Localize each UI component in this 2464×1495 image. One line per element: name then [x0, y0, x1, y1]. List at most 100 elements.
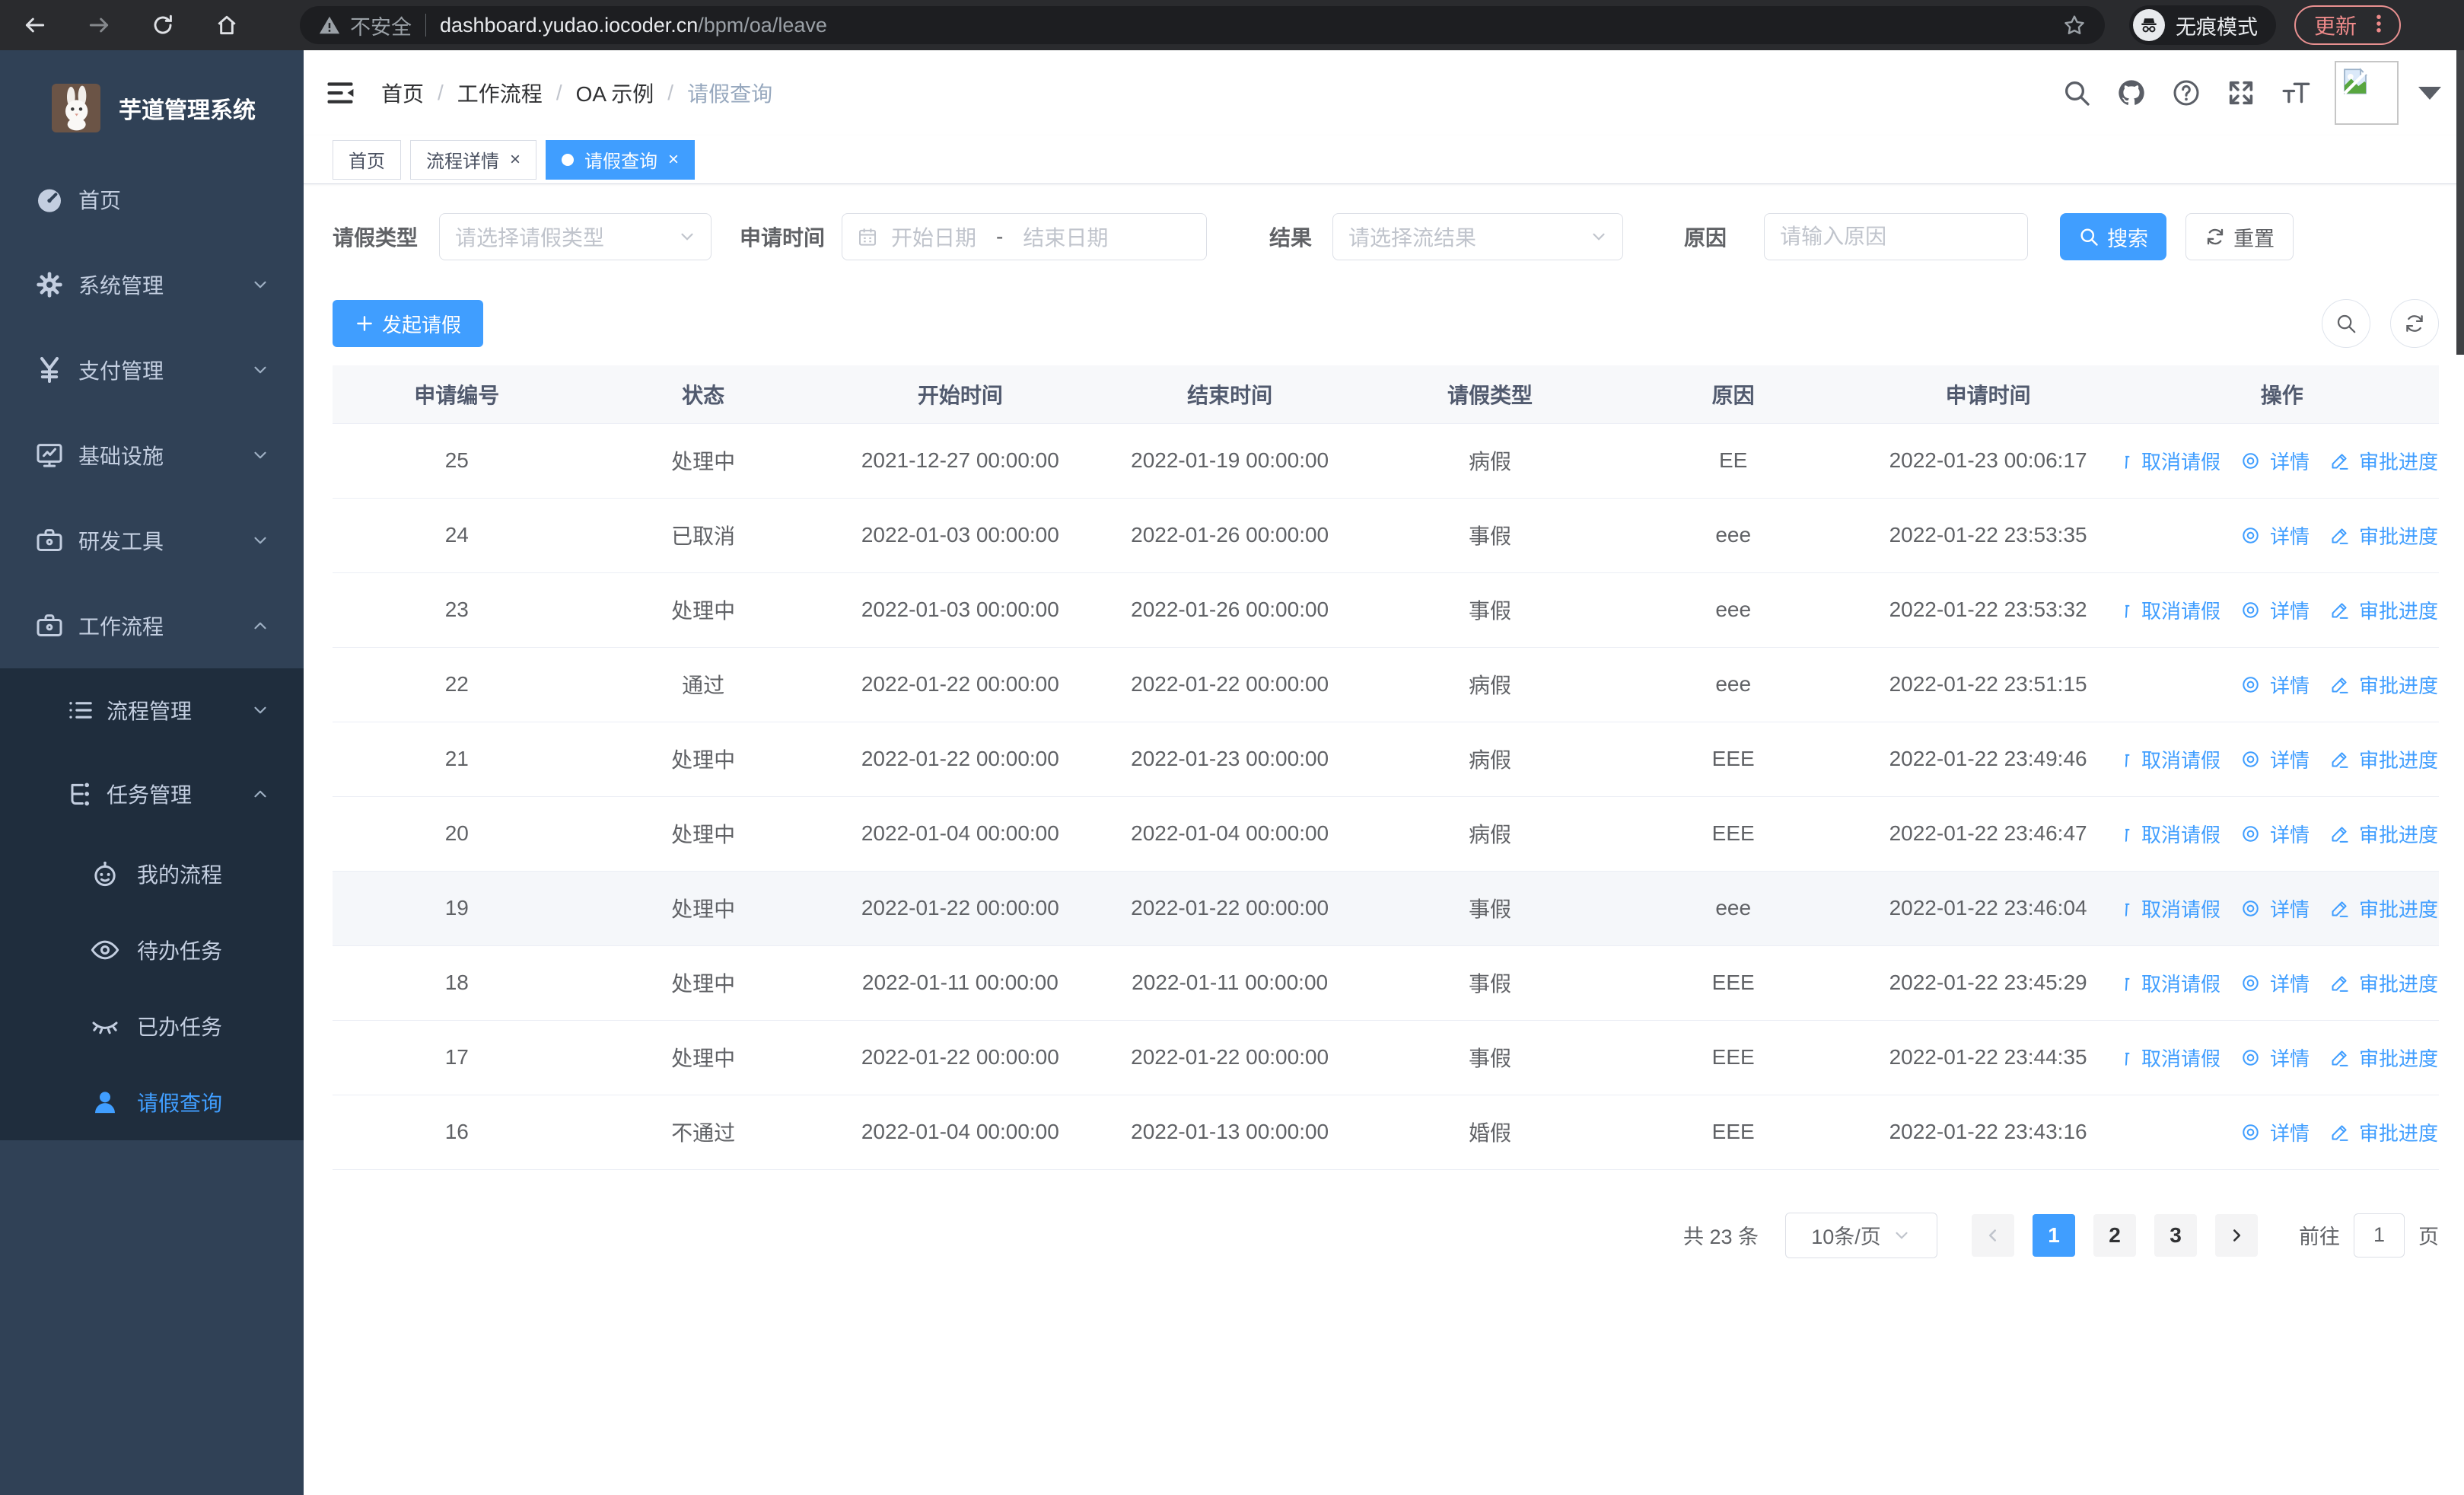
sidebar-item-yen[interactable]: 支付管理 — [0, 327, 304, 413]
sidebar-item-workflow[interactable]: 工作流程 — [0, 583, 304, 668]
browser-home-button[interactable] — [205, 7, 248, 43]
detail-action-link[interactable]: 详情 — [2240, 447, 2310, 475]
detail-action-link[interactable]: 详情 — [2240, 894, 2310, 923]
detail-action-link[interactable]: 详情 — [2240, 820, 2310, 848]
yen-icon — [34, 355, 65, 385]
detail-action-link[interactable]: 详情 — [2240, 1118, 2310, 1146]
sidebar-item-eye-closed[interactable]: 已办任务 — [0, 988, 304, 1064]
scrollbar-thumb[interactable] — [2456, 50, 2464, 355]
chevron-down-icon — [1892, 1226, 1912, 1245]
bookmark-star-icon[interactable] — [2062, 13, 2087, 37]
cancel-action-link[interactable]: 取消请假 — [2125, 447, 2220, 475]
close-icon[interactable]: × — [668, 148, 680, 170]
cell-leave-type: 病假 — [1364, 647, 1616, 722]
cancel-action-link[interactable]: 取消请假 — [2125, 969, 2220, 997]
sidebar-item-gear[interactable]: 系统管理 — [0, 242, 304, 327]
breadcrumb-item[interactable]: 工作流程 — [457, 82, 543, 106]
next-page-button[interactable] — [2215, 1213, 2258, 1257]
progress-action-link[interactable]: 审批进度 — [2329, 596, 2438, 624]
sidebar-item-infra[interactable]: 基础设施 — [0, 413, 304, 498]
search-button[interactable]: 搜索 — [2060, 213, 2167, 260]
progress-action-link[interactable]: 审批进度 — [2329, 447, 2438, 475]
page-button[interactable]: 2 — [2093, 1213, 2136, 1257]
user-avatar[interactable] — [2335, 61, 2399, 125]
collapse-sidebar-icon[interactable] — [323, 76, 357, 110]
refresh-table-button[interactable] — [2390, 299, 2439, 348]
progress-action-link[interactable]: 审批进度 — [2329, 1118, 2438, 1146]
tag-tab[interactable]: 流程详情 × — [410, 139, 537, 180]
reset-button[interactable]: 重置 — [2185, 213, 2294, 260]
search-icon[interactable] — [2061, 77, 2093, 109]
action-label: 详情 — [2269, 1121, 2310, 1145]
browser-reload-button[interactable] — [142, 7, 184, 43]
progress-action-link[interactable]: 审批进度 — [2329, 521, 2438, 550]
progress-action-link[interactable]: 审批进度 — [2329, 820, 2438, 848]
table-row: 19 处理中 2022-01-22 00:00:00 2022-01-22 00:00… — [333, 871, 2439, 946]
cell-status: 处理中 — [581, 796, 826, 872]
cancel-action-link[interactable]: 取消请假 — [2125, 1044, 2220, 1072]
cell-actions: 取消请假 详情 审批进度 — [2125, 423, 2439, 499]
page-button[interactable]: 1 — [2033, 1213, 2075, 1257]
browser-update-button[interactable]: 更新 — [2294, 5, 2402, 45]
breadcrumb-item[interactable]: 首页 — [381, 82, 425, 106]
detail-action-link[interactable]: 详情 — [2240, 521, 2310, 550]
cancel-action-link[interactable]: 取消请假 — [2125, 745, 2220, 773]
sidebar-item-dashboard[interactable]: 首页 — [0, 157, 304, 242]
app-logo-row[interactable]: 芋道管理系统 — [0, 50, 304, 146]
toggle-search-button[interactable] — [2322, 299, 2370, 348]
sidebar-item-user[interactable]: 请假查询 — [0, 1064, 304, 1140]
browser-menu-icon[interactable] — [2367, 12, 2390, 38]
sidebar-item-robot[interactable]: 我的流程 — [0, 836, 304, 912]
reason-input[interactable] — [1764, 213, 2029, 260]
cell-apply-time: 2022-01-22 23:45:29 — [1851, 945, 2125, 1021]
tag-tab[interactable]: 首页 — [333, 139, 401, 180]
leave-type-select[interactable]: 请选择请假类型 — [439, 213, 712, 260]
fullscreen-icon[interactable] — [2225, 77, 2257, 109]
detail-action-link[interactable]: 详情 — [2240, 969, 2310, 997]
view-icon — [2240, 749, 2265, 770]
action-label: 详情 — [2269, 972, 2310, 996]
page-size-select[interactable]: 10条/页 — [1785, 1212, 1937, 1258]
cancel-action-link[interactable]: 取消请假 — [2125, 820, 2220, 848]
incognito-icon — [2133, 9, 2165, 41]
goto-page-input[interactable] — [2354, 1213, 2405, 1258]
cancel-action-link[interactable]: 取消请假 — [2125, 596, 2220, 624]
progress-action-link[interactable]: 审批进度 — [2329, 671, 2438, 699]
breadcrumb-item[interactable]: OA 示例 — [575, 82, 654, 106]
result-select[interactable]: 请选择流结果 — [1332, 213, 1624, 260]
detail-action-link[interactable]: 详情 — [2240, 596, 2310, 624]
reset-button-label: 重置 — [2233, 227, 2275, 250]
page-button[interactable]: 3 — [2154, 1213, 2197, 1257]
url-bar[interactable]: 不安全 dashboard.yudao.iocoder.cn/bpm/oa/le… — [300, 6, 2105, 44]
progress-action-link[interactable]: 审批进度 — [2329, 745, 2438, 773]
progress-action-link[interactable]: 审批进度 — [2329, 1044, 2438, 1072]
font-size-icon[interactable] — [2280, 77, 2312, 109]
forward-arrow-icon — [89, 18, 109, 33]
sidebar-item-eye-open[interactable]: 待办任务 — [0, 912, 304, 988]
progress-action-link[interactable]: 审批进度 — [2329, 894, 2438, 923]
cancel-action-link[interactable]: 取消请假 — [2125, 894, 2220, 923]
prev-page-button[interactable] — [1972, 1213, 2014, 1257]
action-label: 审批进度 — [2358, 897, 2438, 921]
column-header: 结束时间 — [1094, 365, 1365, 424]
create-leave-button[interactable]: 发起请假 — [333, 300, 484, 347]
avatar-caret-icon[interactable] — [2418, 86, 2441, 100]
view-icon — [2240, 824, 2265, 844]
cell-actions: 取消请假 详情 审批进度 — [2125, 796, 2439, 872]
sidebar-item-tools[interactable]: 研发工具 — [0, 498, 304, 583]
browser-back-button[interactable] — [14, 7, 56, 43]
sidebar-item-tasks[interactable]: 任务管理 — [0, 752, 304, 836]
trash-icon — [2125, 600, 2137, 620]
apply-time-range-picker[interactable]: 开始日期 - 结束日期 — [842, 213, 1208, 260]
browser-forward-button[interactable] — [78, 7, 120, 43]
close-icon[interactable]: × — [510, 148, 521, 170]
help-icon[interactable] — [2170, 77, 2202, 109]
tag-tab[interactable]: 请假查询 × — [546, 139, 696, 180]
detail-action-link[interactable]: 详情 — [2240, 671, 2310, 699]
detail-action-link[interactable]: 详情 — [2240, 745, 2310, 773]
github-icon[interactable] — [2115, 77, 2147, 109]
sidebar-item-process[interactable]: 流程管理 — [0, 668, 304, 752]
not-secure-warning-icon[interactable] — [318, 14, 341, 37]
detail-action-link[interactable]: 详情 — [2240, 1044, 2310, 1072]
progress-action-link[interactable]: 审批进度 — [2329, 969, 2438, 997]
